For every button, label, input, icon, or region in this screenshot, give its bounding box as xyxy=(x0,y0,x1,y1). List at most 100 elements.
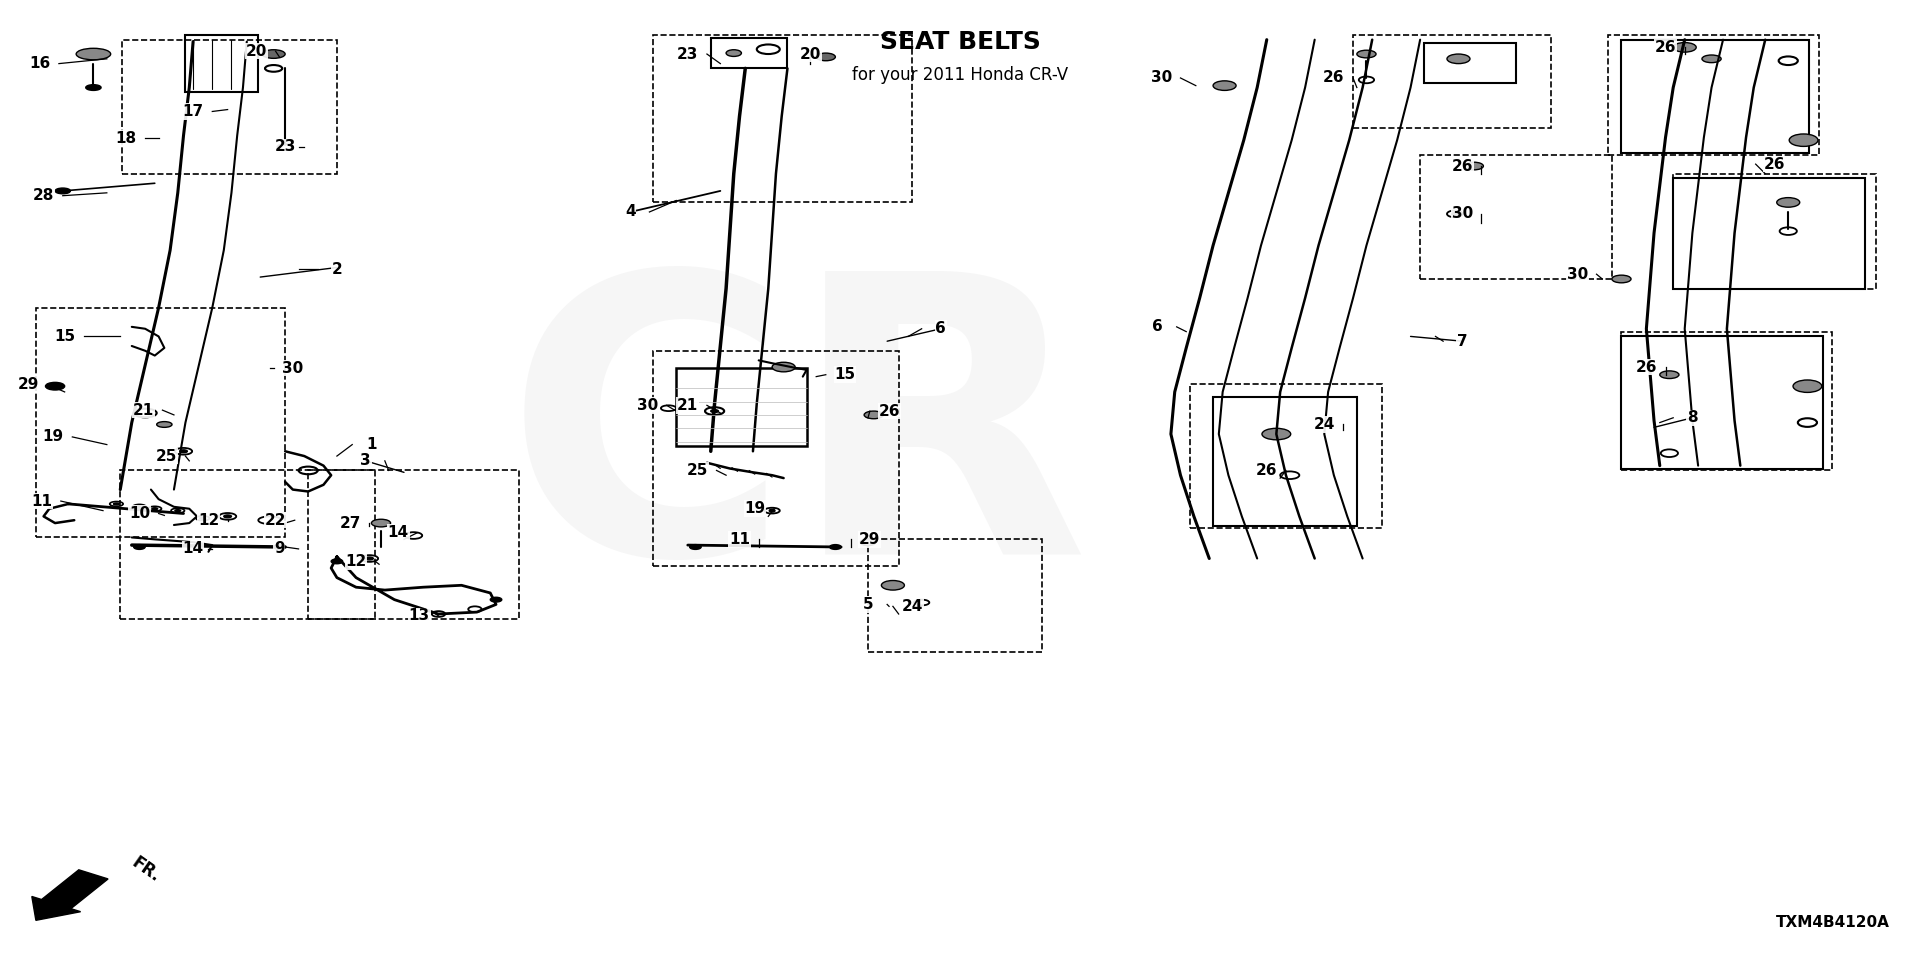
Ellipse shape xyxy=(1613,276,1630,283)
Bar xyxy=(676,368,806,446)
Text: 4: 4 xyxy=(624,204,636,220)
Ellipse shape xyxy=(864,411,883,419)
Bar xyxy=(307,470,518,619)
Ellipse shape xyxy=(1776,198,1799,207)
Text: 13: 13 xyxy=(409,609,430,623)
Text: 11: 11 xyxy=(31,493,52,509)
Text: 24: 24 xyxy=(900,599,924,613)
Text: 20: 20 xyxy=(801,46,822,61)
Text: CR: CR xyxy=(505,258,1089,635)
Ellipse shape xyxy=(1448,54,1471,63)
Ellipse shape xyxy=(1701,55,1720,62)
Text: for your 2011 Honda CR-V: for your 2011 Honda CR-V xyxy=(852,66,1068,84)
Ellipse shape xyxy=(1213,81,1236,90)
Ellipse shape xyxy=(134,544,146,549)
Text: 7: 7 xyxy=(1457,334,1467,348)
Ellipse shape xyxy=(726,50,741,57)
Ellipse shape xyxy=(770,509,776,512)
Text: 19: 19 xyxy=(745,501,766,516)
Ellipse shape xyxy=(1793,380,1822,393)
Text: 15: 15 xyxy=(835,368,856,382)
Ellipse shape xyxy=(371,519,390,527)
Text: 25: 25 xyxy=(687,463,708,478)
Text: 21: 21 xyxy=(678,397,699,413)
Ellipse shape xyxy=(860,539,876,545)
Text: 30: 30 xyxy=(1567,267,1588,281)
Ellipse shape xyxy=(772,362,795,372)
Bar xyxy=(1190,384,1382,528)
Bar xyxy=(1213,396,1357,526)
Text: 12: 12 xyxy=(346,554,367,569)
Text: 1: 1 xyxy=(367,437,376,452)
Ellipse shape xyxy=(1659,371,1678,378)
Ellipse shape xyxy=(1261,428,1290,440)
Ellipse shape xyxy=(881,581,904,590)
Ellipse shape xyxy=(200,517,205,519)
Text: 12: 12 xyxy=(198,513,219,528)
Ellipse shape xyxy=(829,544,841,549)
Text: 10: 10 xyxy=(129,506,150,521)
Text: 29: 29 xyxy=(17,376,38,392)
Bar xyxy=(868,540,1043,652)
Text: FR.: FR. xyxy=(129,853,163,886)
Bar xyxy=(653,350,899,566)
Text: 30: 30 xyxy=(637,397,659,413)
Text: 8: 8 xyxy=(1688,410,1697,425)
Ellipse shape xyxy=(330,559,342,564)
Text: 3: 3 xyxy=(361,453,371,468)
Ellipse shape xyxy=(77,48,111,60)
Bar xyxy=(1672,174,1876,289)
Text: 16: 16 xyxy=(29,56,50,71)
Text: 18: 18 xyxy=(115,131,136,146)
Ellipse shape xyxy=(490,597,501,602)
Text: 30: 30 xyxy=(1150,70,1171,85)
Bar xyxy=(1622,331,1832,470)
Text: 26: 26 xyxy=(877,403,900,419)
Text: 26: 26 xyxy=(1636,360,1657,374)
Ellipse shape xyxy=(1789,134,1818,147)
Text: 9: 9 xyxy=(275,541,284,557)
Text: 26: 26 xyxy=(1655,39,1676,55)
Text: 6: 6 xyxy=(1152,320,1164,334)
Ellipse shape xyxy=(275,544,286,549)
Ellipse shape xyxy=(1452,212,1457,215)
Text: 14: 14 xyxy=(182,541,204,557)
Ellipse shape xyxy=(225,515,232,517)
Text: 20: 20 xyxy=(246,43,267,59)
Text: 24: 24 xyxy=(1313,417,1334,432)
Text: 17: 17 xyxy=(182,104,204,119)
Bar xyxy=(121,470,374,619)
Text: 27: 27 xyxy=(340,516,361,531)
Ellipse shape xyxy=(86,84,102,90)
Ellipse shape xyxy=(113,503,119,505)
Text: 22: 22 xyxy=(265,513,286,528)
Text: 26: 26 xyxy=(1323,70,1344,85)
Ellipse shape xyxy=(689,544,701,549)
Bar xyxy=(36,308,286,538)
Ellipse shape xyxy=(46,382,65,390)
Bar xyxy=(1421,155,1613,279)
Text: 25: 25 xyxy=(156,448,177,464)
Text: 26: 26 xyxy=(1764,156,1786,172)
Text: 6: 6 xyxy=(935,322,947,336)
Text: 30: 30 xyxy=(1452,206,1473,222)
Ellipse shape xyxy=(1465,162,1484,170)
FancyArrow shape xyxy=(33,870,108,921)
Ellipse shape xyxy=(180,450,188,453)
Ellipse shape xyxy=(136,506,142,508)
Text: 26: 26 xyxy=(1452,158,1473,174)
Bar xyxy=(1672,179,1864,289)
Text: 26: 26 xyxy=(1256,463,1277,478)
Ellipse shape xyxy=(175,510,180,512)
Text: 14: 14 xyxy=(388,525,409,540)
Text: 5: 5 xyxy=(862,597,874,612)
Ellipse shape xyxy=(816,53,835,60)
Text: SEAT BELTS: SEAT BELTS xyxy=(879,30,1041,54)
Ellipse shape xyxy=(56,188,71,194)
Text: 15: 15 xyxy=(54,329,75,344)
Bar xyxy=(1609,35,1818,155)
Ellipse shape xyxy=(1672,42,1695,52)
Bar xyxy=(1622,336,1822,468)
Text: 23: 23 xyxy=(275,139,296,155)
Bar xyxy=(1354,35,1551,128)
